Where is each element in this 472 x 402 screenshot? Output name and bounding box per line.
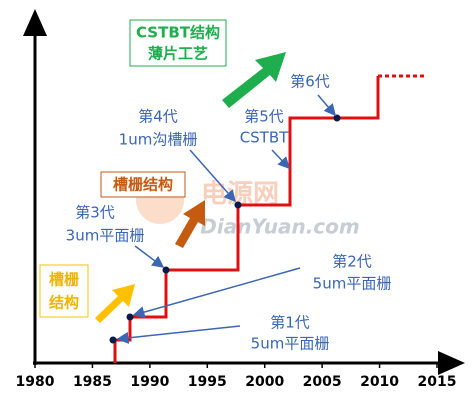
points xyxy=(109,114,341,344)
box-trench xyxy=(100,171,186,198)
pointer xyxy=(134,245,165,268)
box-trench-small xyxy=(39,264,89,318)
box-text: 结构 xyxy=(49,294,79,312)
x-ticks: 1980 1985 1990 1995 2000 2005 2010 2015 xyxy=(16,363,457,390)
arrow-green xyxy=(222,52,286,108)
point xyxy=(333,114,341,122)
gen-name: 第2代 xyxy=(332,253,372,271)
point xyxy=(109,336,117,344)
gen-name: 第6代 xyxy=(290,73,330,91)
gen-name: 第1代 xyxy=(270,314,310,332)
box-text: CSTBT结构 xyxy=(136,24,220,42)
arrow-orange xyxy=(175,200,205,248)
x-tick-label: 1995 xyxy=(188,374,227,390)
point xyxy=(162,266,170,274)
gen-name: 第4代 xyxy=(138,108,178,126)
pointers xyxy=(116,94,336,344)
arrow-yellow xyxy=(95,284,135,323)
watermark: DianYuan.com xyxy=(200,215,359,239)
box-cstbt xyxy=(129,19,227,67)
x-tick-label: 1980 xyxy=(16,374,55,390)
x-tick-label: 2010 xyxy=(360,374,399,390)
x-tick-label: 1990 xyxy=(130,374,169,390)
point xyxy=(126,313,134,321)
x-tick-label: 2005 xyxy=(303,374,342,390)
gen-name: 第5代 xyxy=(244,108,284,126)
pointer xyxy=(189,149,236,203)
box-text: 槽栅结构 xyxy=(113,176,173,194)
gen-name: 第3代 xyxy=(75,204,115,222)
box-text: 槽栅 xyxy=(49,271,79,289)
point xyxy=(234,201,242,209)
x-tick-label: 2015 xyxy=(418,374,457,390)
gen-desc: CSTBT xyxy=(240,129,289,147)
gen-desc: 5um平面栅 xyxy=(251,335,330,353)
pointer xyxy=(317,94,336,117)
pointer xyxy=(132,267,301,318)
pointer xyxy=(271,149,291,170)
gen-desc: 1um沟槽栅 xyxy=(119,131,198,149)
x-tick-label: 2000 xyxy=(245,374,284,390)
box-text: 薄片工艺 xyxy=(148,45,208,63)
x-tick-label: 1985 xyxy=(73,374,112,390)
gen-desc: 3um平面栅 xyxy=(66,227,145,245)
pointer xyxy=(116,325,241,344)
gen-name: 5um平面栅 xyxy=(313,275,392,293)
